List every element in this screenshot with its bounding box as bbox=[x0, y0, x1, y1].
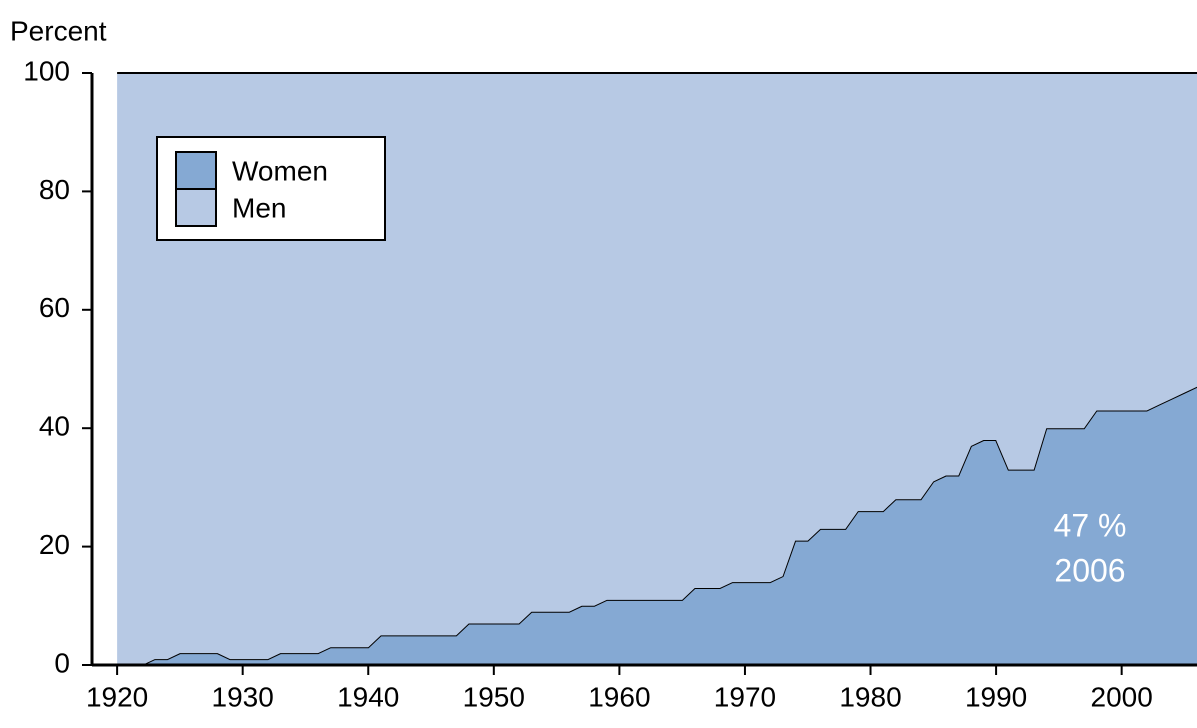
area bbox=[117, 386, 1197, 665]
x-tick-label: 1960 bbox=[588, 681, 650, 712]
x-tick-label: 1950 bbox=[463, 681, 525, 712]
legend-label: Women bbox=[232, 155, 328, 186]
legend-swatch bbox=[175, 188, 217, 227]
x-tick-label: 2000 bbox=[1091, 681, 1153, 712]
x-tick-label: 1970 bbox=[714, 681, 776, 712]
legend-swatch bbox=[175, 151, 217, 190]
y-tick-label: 80 bbox=[39, 174, 70, 205]
x-tick-label: 1930 bbox=[212, 681, 274, 712]
y-tick-label: 0 bbox=[54, 647, 70, 678]
x-tick-label: 1920 bbox=[86, 681, 148, 712]
area bbox=[117, 73, 1197, 665]
y-axis-label: Percent bbox=[10, 15, 107, 46]
y-tick-label: 40 bbox=[39, 411, 70, 442]
y-tick-label: 100 bbox=[23, 55, 70, 86]
x-tick-label: 1980 bbox=[839, 681, 901, 712]
x-tick-label: 1990 bbox=[965, 681, 1027, 712]
legend-label: Men bbox=[232, 192, 286, 223]
y-tick-label: 20 bbox=[39, 529, 70, 560]
annotation: 2006 bbox=[1054, 552, 1125, 588]
annotation: 47 % bbox=[1054, 507, 1127, 543]
x-tick-label: 1940 bbox=[337, 681, 399, 712]
y-tick-label: 60 bbox=[39, 292, 70, 323]
